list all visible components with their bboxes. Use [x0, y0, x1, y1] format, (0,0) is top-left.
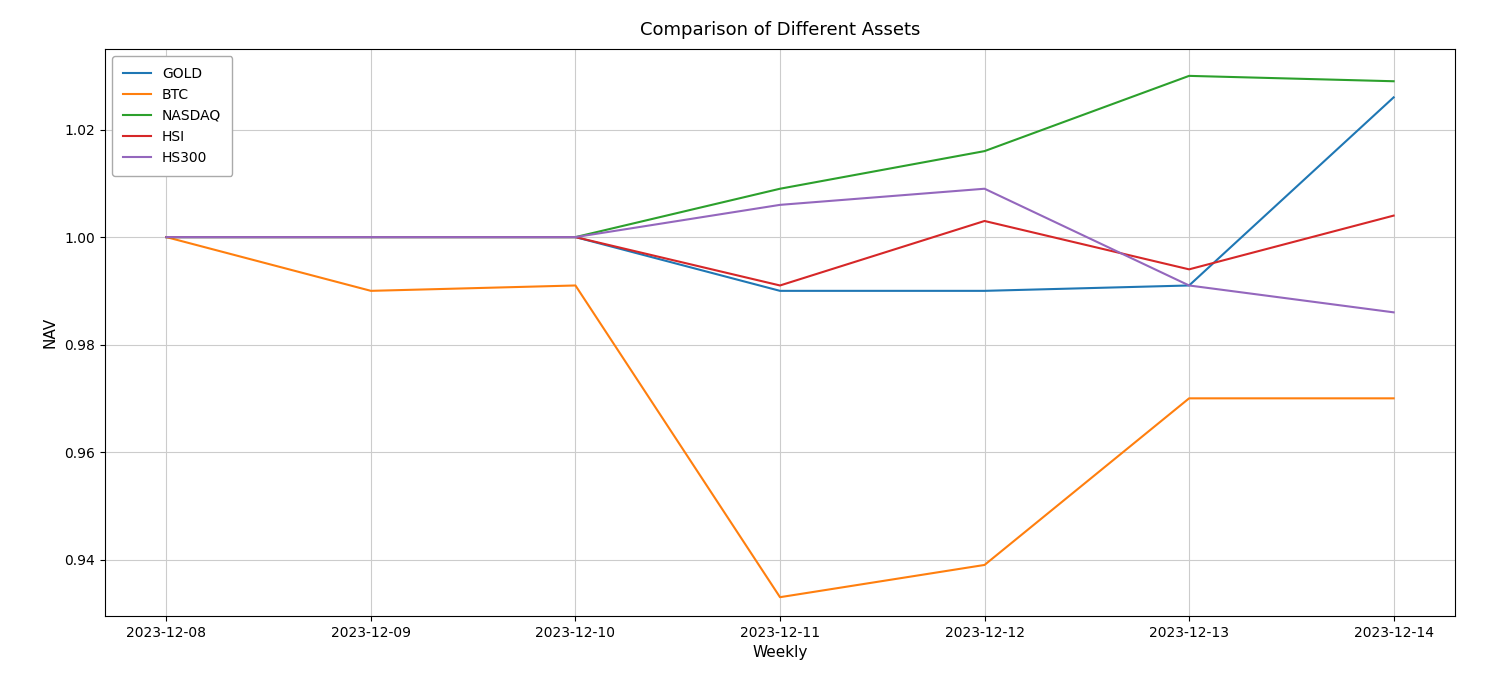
Line: GOLD: GOLD	[166, 97, 1394, 290]
BTC	[1384, 394, 1402, 402]
HS300	[975, 185, 993, 193]
GOLD	[362, 233, 380, 242]
BTC	[975, 561, 993, 569]
GOLD	[1180, 281, 1198, 290]
BTC	[771, 593, 789, 601]
Line: BTC: BTC	[166, 237, 1394, 597]
HS300	[1384, 308, 1402, 316]
NASDAQ	[158, 233, 176, 242]
X-axis label: Weekly: Weekly	[753, 645, 807, 660]
HS300	[362, 233, 380, 242]
BTC	[158, 233, 176, 242]
HSI	[771, 281, 789, 290]
BTC	[567, 281, 585, 290]
NASDAQ	[567, 233, 585, 242]
HS300	[567, 233, 585, 242]
Line: HSI: HSI	[166, 216, 1394, 286]
Line: NASDAQ: NASDAQ	[166, 76, 1394, 237]
GOLD	[158, 233, 176, 242]
HSI	[362, 233, 380, 242]
HS300	[158, 233, 176, 242]
NASDAQ	[362, 233, 380, 242]
GOLD	[1384, 93, 1402, 102]
Title: Comparison of Different Assets: Comparison of Different Assets	[640, 21, 920, 39]
Legend: GOLD, BTC, NASDAQ, HSI, HS300: GOLD, BTC, NASDAQ, HSI, HS300	[112, 56, 232, 176]
HSI	[975, 217, 993, 225]
GOLD	[975, 286, 993, 295]
Line: HS300: HS300	[166, 189, 1394, 312]
NASDAQ	[1180, 71, 1198, 80]
HSI	[1180, 265, 1198, 274]
HS300	[771, 201, 789, 209]
GOLD	[567, 233, 585, 242]
GOLD	[771, 286, 789, 295]
HSI	[567, 233, 585, 242]
HS300	[1180, 281, 1198, 290]
BTC	[362, 286, 380, 295]
NASDAQ	[1384, 77, 1402, 85]
NASDAQ	[975, 147, 993, 155]
HSI	[1384, 211, 1402, 220]
NASDAQ	[771, 185, 789, 193]
HSI	[158, 233, 176, 242]
BTC	[1180, 394, 1198, 402]
Y-axis label: NAV: NAV	[42, 317, 57, 348]
